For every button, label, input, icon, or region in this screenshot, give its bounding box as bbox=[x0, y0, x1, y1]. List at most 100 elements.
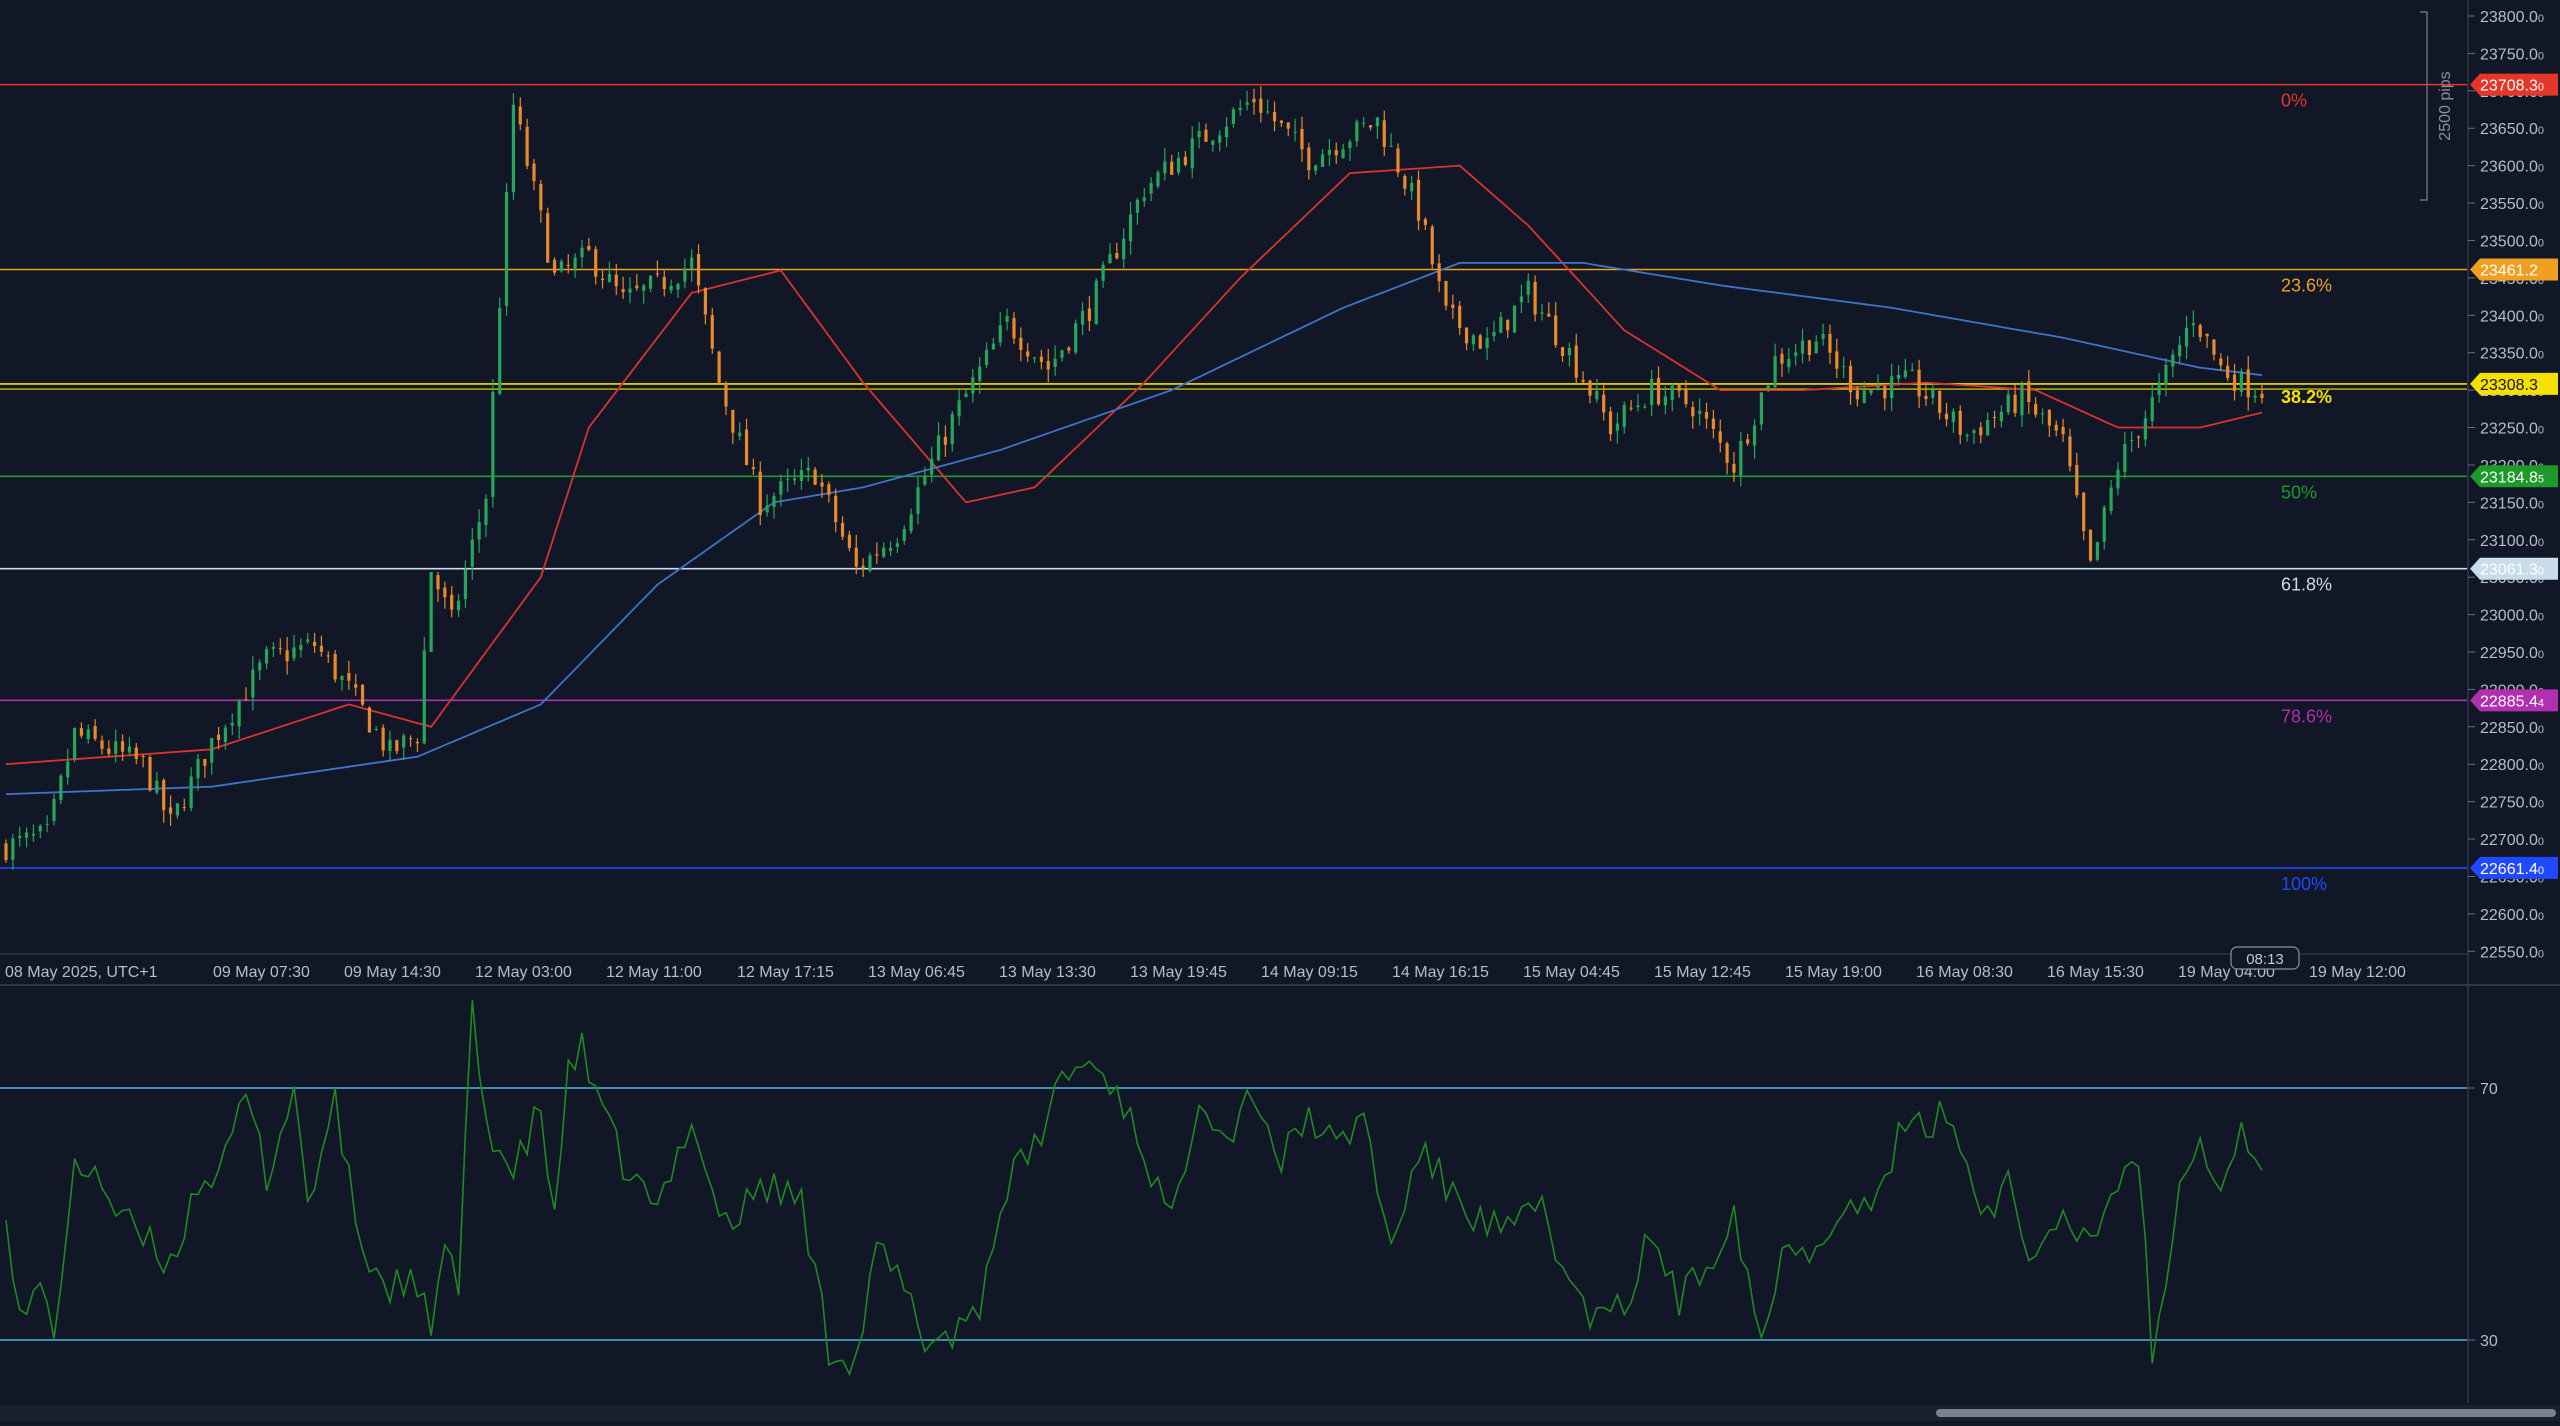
price-tick-label: 23800.00 bbox=[2480, 9, 2544, 26]
candle-body bbox=[477, 521, 481, 540]
candle-body bbox=[306, 639, 310, 642]
candle-body bbox=[1554, 315, 1558, 346]
candle-body bbox=[2075, 464, 2079, 496]
candle-body bbox=[792, 478, 797, 481]
candle-body bbox=[2157, 382, 2161, 395]
time-tick-label: 13 May 19:45 bbox=[1130, 964, 1227, 981]
price-tick-suffix: 0 bbox=[2538, 836, 2544, 848]
candle-body bbox=[813, 469, 817, 485]
price-tick-label: 22600.00 bbox=[2480, 907, 2544, 924]
candle-body bbox=[1252, 98, 1256, 103]
scrollbar-thumb[interactable] bbox=[1936, 1409, 2556, 1417]
candle-body bbox=[1848, 365, 1853, 393]
candle-body bbox=[1218, 135, 1222, 143]
price-tick-suffix: 0 bbox=[2538, 200, 2544, 212]
price-tag: 23061.30 bbox=[2480, 562, 2544, 579]
candle-body bbox=[1464, 327, 1469, 344]
candle-body bbox=[381, 727, 385, 751]
candle-body bbox=[1458, 305, 1462, 328]
candle-body bbox=[1608, 411, 1613, 435]
candle-body bbox=[450, 594, 454, 610]
candle-body bbox=[463, 569, 468, 600]
candle-body bbox=[1615, 423, 1619, 431]
candle-body bbox=[738, 432, 742, 437]
candle-body bbox=[237, 700, 241, 727]
candle-body bbox=[559, 261, 564, 272]
candle-body bbox=[66, 761, 70, 778]
candle-body bbox=[1032, 357, 1037, 359]
candle-body bbox=[1917, 369, 1921, 397]
candle-body bbox=[1176, 157, 1181, 173]
price-tick-suffix: 0 bbox=[2538, 948, 2544, 960]
candle-body bbox=[1698, 410, 1702, 414]
candle-body bbox=[2239, 371, 2243, 392]
candle-body bbox=[271, 646, 276, 649]
price-tag: 23708.30 bbox=[2480, 78, 2544, 95]
time-tick-label: 09 May 14:30 bbox=[344, 964, 441, 981]
horizontal-scrollbar[interactable] bbox=[0, 1405, 2560, 1421]
candle-body bbox=[1931, 389, 1935, 398]
candle-body bbox=[1122, 238, 1126, 260]
price-tick-label: 23650.00 bbox=[2480, 121, 2544, 138]
price-tag: 23184.85 bbox=[2480, 469, 2544, 486]
candle-body bbox=[11, 838, 15, 860]
price-axis: 23800.0023750.0023700.0023650.0023600.00… bbox=[2467, 0, 2560, 1403]
time-tick-label: 12 May 11:00 bbox=[606, 964, 702, 981]
candle-body bbox=[1348, 141, 1352, 149]
candle-body bbox=[1046, 361, 1050, 370]
time-tick-label: 12 May 03:00 bbox=[475, 964, 572, 981]
candle-body bbox=[1533, 281, 1537, 315]
price-tag-bg bbox=[2470, 258, 2558, 281]
candle-body bbox=[72, 728, 77, 759]
candle-body bbox=[1423, 219, 1427, 225]
candle-body bbox=[1684, 389, 1688, 405]
price-tick-suffix: 0 bbox=[2538, 499, 2544, 511]
oscillator-level-label: 70 bbox=[2480, 1081, 2498, 1098]
candle-body bbox=[594, 249, 598, 277]
candle-body bbox=[18, 835, 22, 839]
candle-body bbox=[1183, 156, 1188, 165]
price-tick-label: 23550.00 bbox=[2480, 196, 2544, 213]
candle-body bbox=[2088, 529, 2093, 561]
candle-body bbox=[2013, 394, 2017, 413]
candle-body bbox=[607, 273, 612, 283]
candle-body bbox=[1643, 406, 1647, 408]
price-tag-suffix: 0 bbox=[2538, 566, 2544, 578]
candle-body bbox=[1163, 161, 1167, 174]
price-axis-bg bbox=[2468, 0, 2560, 985]
price-tick-label: 22750.00 bbox=[2480, 795, 2544, 812]
candle-body bbox=[1540, 312, 1544, 314]
price-tag: 22885.44 bbox=[2480, 693, 2544, 710]
candle-body bbox=[1142, 197, 1146, 202]
candle-body bbox=[566, 264, 570, 266]
candle-body bbox=[107, 748, 111, 754]
candle-body bbox=[1074, 323, 1078, 353]
candle-body bbox=[292, 647, 296, 659]
candle-body bbox=[1944, 413, 1949, 420]
oscillator-panel: 70 30 bbox=[0, 984, 2560, 1377]
price-tick-label: 23150.00 bbox=[2480, 495, 2544, 512]
candle-body bbox=[957, 400, 961, 417]
time-tick-label: 16 May 08:30 bbox=[1916, 964, 2013, 981]
candle-body bbox=[772, 495, 776, 507]
candle-body bbox=[868, 555, 872, 571]
candle-body bbox=[614, 274, 618, 287]
candle-body bbox=[573, 257, 577, 269]
candle-body bbox=[1375, 117, 1379, 127]
candle-body bbox=[546, 213, 550, 263]
price-tag-bg bbox=[2470, 372, 2558, 395]
candle-body bbox=[1718, 431, 1722, 443]
candle-body bbox=[1622, 404, 1626, 427]
price-tick-label: 22850.00 bbox=[2480, 720, 2544, 737]
candle-body bbox=[2191, 323, 2195, 326]
candle-body bbox=[429, 572, 433, 652]
candle-body bbox=[1128, 214, 1133, 242]
candle-body bbox=[786, 478, 790, 480]
candle-body bbox=[1711, 418, 1715, 429]
candle-body bbox=[1444, 280, 1448, 306]
candle-body bbox=[79, 728, 84, 736]
candle-body bbox=[655, 273, 660, 275]
candle-body bbox=[1567, 348, 1571, 356]
